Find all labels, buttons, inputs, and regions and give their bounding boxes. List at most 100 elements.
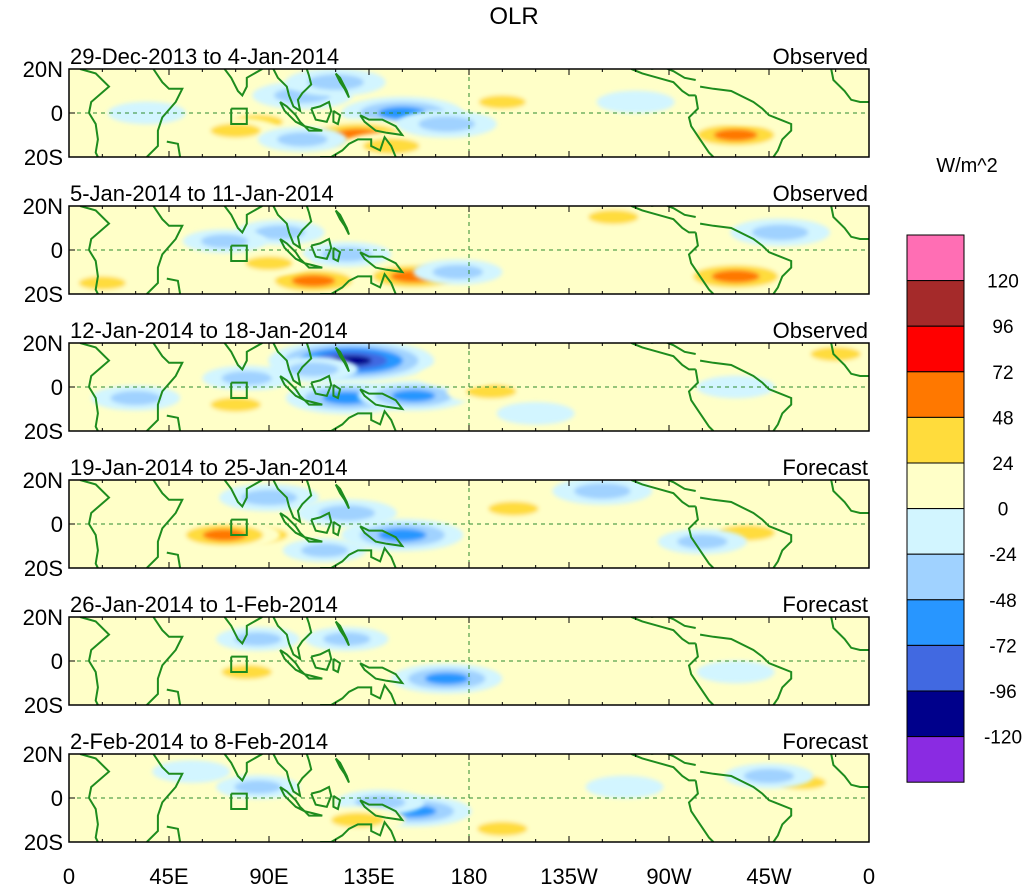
- lat-label: 20S: [24, 556, 63, 581]
- anomaly-blob: [396, 110, 497, 138]
- lat-label: 20N: [23, 331, 63, 356]
- panel-period: 12-Jan-2014 to 18-Jan-2014: [70, 318, 348, 343]
- coastline: [332, 109, 342, 126]
- anomaly-blob: [496, 402, 575, 425]
- contour-level: [245, 256, 293, 270]
- colorbar-label: -72: [989, 636, 1016, 657]
- coastline: [310, 374, 333, 397]
- anomaly-blob: [169, 520, 281, 550]
- lat-label: 20S: [24, 419, 63, 444]
- anomaly-blob: [418, 364, 497, 388]
- panel-3: 20N 0 20S 12-Jan-2014 to 18-Jan-2014 Observe…: [23, 318, 870, 444]
- coastline: [310, 511, 333, 534]
- coastline: [166, 825, 182, 842]
- anomaly-blob: [460, 90, 545, 114]
- coastline: [332, 246, 342, 263]
- lon-label: 45W: [746, 864, 791, 887]
- colorbar-label: 96: [992, 317, 1013, 338]
- coastline: [332, 657, 342, 674]
- lat-label: 0: [51, 649, 63, 674]
- lat-label: 20N: [23, 742, 63, 767]
- contour-level: [234, 780, 282, 794]
- panel-type: Forecast: [782, 455, 868, 480]
- colorbar-swatch: [906, 736, 965, 783]
- coastline: [166, 414, 182, 431]
- coastline: [223, 617, 263, 646]
- region-box: [230, 381, 248, 399]
- contour-level: [96, 545, 175, 568]
- coastline: [146, 69, 184, 157]
- panel-6: 20N 0 20S 2-Feb-2014 to 8-Feb-2014 Forecast: [23, 729, 870, 855]
- coastline: [272, 206, 313, 250]
- coastline: [334, 757, 350, 784]
- coastline: [699, 633, 793, 705]
- coastline: [630, 206, 696, 234]
- coastline: [699, 359, 793, 431]
- coastline: [310, 237, 333, 260]
- coastline: [359, 114, 405, 137]
- colorbar-swatch: [906, 325, 965, 373]
- contour-level: [418, 364, 497, 388]
- anomaly-blob: [730, 218, 831, 247]
- contour-level: [488, 632, 561, 655]
- contour-level: [477, 821, 528, 836]
- anomaly-blob: [707, 101, 786, 125]
- coastline: [630, 343, 696, 371]
- colorbar: 120 96 72 48 24 0 -24 -48 -72 -96 -120: [906, 234, 1022, 783]
- coastline: [320, 135, 397, 157]
- coastline: [699, 496, 793, 568]
- coastline: [223, 69, 263, 98]
- contour-level: [354, 795, 406, 810]
- panel-5: 20N 0 20S 26-Jan-2014 to 1-Feb-2014 Forecast: [23, 592, 870, 718]
- contour-level: [496, 402, 575, 425]
- coastline: [146, 343, 184, 431]
- colorbar-swatch: [906, 553, 965, 601]
- panel-type: Observed: [773, 318, 868, 343]
- contour-level: [291, 274, 336, 287]
- colorbar-swatch: [906, 644, 965, 692]
- coastline: [272, 69, 313, 113]
- region-box: [230, 792, 248, 810]
- x-axis: 0 45E 90E 135E 180 135W 90W 45W 0: [63, 864, 875, 887]
- coastline: [332, 383, 342, 400]
- region-box: [230, 107, 248, 125]
- chart-title: OLR: [489, 3, 538, 30]
- lat-label: 20N: [23, 605, 63, 630]
- panel-2: 20N 0 20S 5-Jan-2014 to 11-Jan-2014 Observed: [23, 181, 870, 307]
- contour-level: [300, 543, 349, 558]
- lat-label: 0: [51, 512, 63, 537]
- contour-level: [810, 346, 861, 362]
- anomaly-blob: [191, 118, 281, 144]
- contour-level: [424, 672, 469, 685]
- colorbar-swatch: [906, 462, 965, 510]
- coastline: [146, 480, 184, 568]
- coastline: [272, 343, 313, 387]
- panel-4: 20N 0 20S 19-Jan-2014 to 25-Jan-2014 Forecas…: [23, 455, 870, 581]
- coastline: [830, 343, 869, 377]
- lon-label: 90E: [249, 864, 288, 887]
- lon-label: 45E: [149, 864, 188, 887]
- anomaly-blob: [585, 775, 664, 799]
- coastline: [303, 125, 323, 132]
- coastline: [359, 525, 405, 548]
- contour-level: [202, 529, 247, 541]
- contour-level: [210, 397, 261, 412]
- coastline: [334, 346, 350, 373]
- panel-1: 20N 0 20S 29-Dec-2013 to 4-Jan-2014 Observed: [23, 44, 870, 170]
- coastline: [303, 810, 323, 817]
- region-box: [230, 244, 248, 262]
- coastline: [272, 617, 313, 661]
- coastline: [651, 754, 696, 766]
- anomaly-blob: [216, 775, 300, 799]
- anomaly-blob: [357, 380, 469, 411]
- colorbar-label: -24: [989, 545, 1017, 566]
- coastline: [630, 617, 696, 645]
- lat-label: 0: [51, 375, 63, 400]
- colorbar-units: W/m^2: [936, 155, 998, 177]
- coastline: [332, 520, 342, 537]
- contour-level: [210, 123, 261, 138]
- contour-level: [307, 74, 364, 90]
- lat-label: 20S: [24, 282, 63, 307]
- contour-level: [713, 129, 758, 141]
- coastline: [687, 232, 715, 294]
